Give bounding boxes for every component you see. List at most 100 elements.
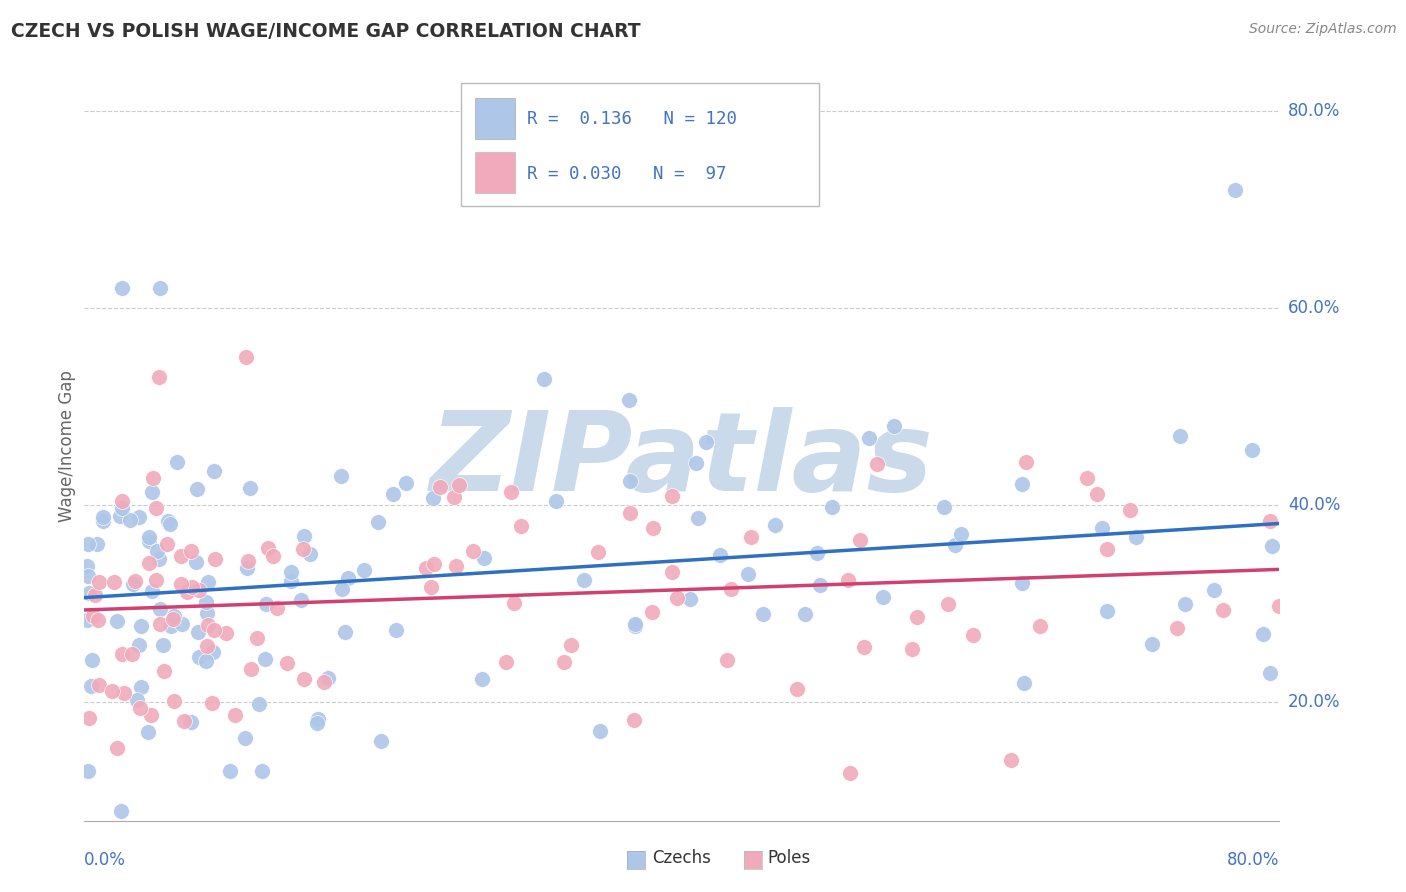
Point xyxy=(619,474,641,488)
Point xyxy=(87,575,110,590)
Point xyxy=(901,641,924,656)
Point xyxy=(786,682,808,697)
Point xyxy=(77,711,100,725)
Point xyxy=(1140,637,1163,651)
Point xyxy=(1095,541,1118,556)
Point xyxy=(77,586,100,600)
Point xyxy=(266,600,288,615)
Text: 60.0%: 60.0% xyxy=(1288,299,1340,317)
Point xyxy=(943,537,966,551)
Point xyxy=(619,392,641,407)
Point xyxy=(276,657,298,671)
Point xyxy=(254,652,277,666)
Point xyxy=(195,640,218,654)
Point xyxy=(254,597,277,611)
Point xyxy=(139,707,162,722)
Point xyxy=(720,582,742,596)
Point xyxy=(849,533,872,547)
Point xyxy=(101,683,124,698)
Point xyxy=(292,672,315,686)
Y-axis label: Wage/Income Gap: Wage/Income Gap xyxy=(58,370,76,522)
Point xyxy=(170,577,193,591)
Point xyxy=(129,680,152,694)
Point xyxy=(370,734,392,748)
Point xyxy=(1015,455,1038,469)
Point xyxy=(695,434,717,449)
Point xyxy=(215,625,238,640)
Point xyxy=(156,514,179,528)
Point xyxy=(1268,599,1291,613)
Point xyxy=(422,491,444,506)
Point xyxy=(128,638,150,652)
Point xyxy=(336,571,359,585)
Point xyxy=(415,561,437,575)
Text: 80.0%: 80.0% xyxy=(1288,102,1340,120)
Point xyxy=(145,574,167,588)
Point xyxy=(533,372,555,386)
Point xyxy=(709,548,731,562)
Text: 80.0%: 80.0% xyxy=(1227,851,1279,869)
Point xyxy=(737,567,759,582)
Point xyxy=(905,610,928,624)
Point xyxy=(240,662,263,676)
Point xyxy=(250,764,273,779)
Point xyxy=(1251,627,1274,641)
Point xyxy=(138,533,160,548)
Point xyxy=(685,456,707,470)
Point xyxy=(1168,428,1191,442)
Point xyxy=(82,609,104,624)
Point xyxy=(443,491,465,505)
Point xyxy=(105,740,128,755)
Point xyxy=(247,697,270,711)
Point xyxy=(838,765,860,780)
Point xyxy=(752,607,775,622)
Point xyxy=(105,615,128,629)
Point xyxy=(624,616,647,631)
Point xyxy=(423,557,446,571)
Point xyxy=(586,545,609,559)
Point xyxy=(195,606,218,620)
Point xyxy=(180,543,202,558)
Point xyxy=(110,804,132,818)
Point xyxy=(1166,621,1188,635)
Point xyxy=(152,638,174,652)
Point xyxy=(129,618,152,632)
Point xyxy=(936,597,959,611)
Point xyxy=(118,513,141,527)
Point xyxy=(141,485,163,500)
Point xyxy=(502,596,524,610)
Point xyxy=(329,468,352,483)
Point xyxy=(280,574,302,588)
Text: R =  0.136   N = 120: R = 0.136 N = 120 xyxy=(527,110,737,128)
Point xyxy=(136,725,159,739)
Point xyxy=(201,696,224,710)
Point xyxy=(1125,530,1147,544)
Point xyxy=(166,455,188,469)
Point xyxy=(257,541,280,556)
Point xyxy=(962,628,984,642)
Point xyxy=(138,557,160,571)
Point xyxy=(619,506,641,520)
Point xyxy=(688,510,710,524)
Point xyxy=(176,584,198,599)
Point xyxy=(194,654,217,668)
Point xyxy=(124,574,146,588)
Point xyxy=(740,530,762,544)
Point xyxy=(224,707,246,722)
Point xyxy=(447,478,470,492)
Point xyxy=(180,714,202,729)
Point xyxy=(180,580,202,594)
Point xyxy=(1258,514,1281,528)
Point xyxy=(1260,665,1282,680)
Point xyxy=(544,493,567,508)
Point xyxy=(235,351,257,365)
Point xyxy=(806,546,828,560)
Point xyxy=(280,565,302,579)
Point xyxy=(330,582,353,597)
Text: Poles: Poles xyxy=(768,849,811,867)
Point xyxy=(1223,183,1246,197)
Text: Source: ZipAtlas.com: Source: ZipAtlas.com xyxy=(1249,22,1396,37)
Point xyxy=(172,617,194,632)
Point xyxy=(246,631,269,645)
Point xyxy=(1085,487,1108,501)
